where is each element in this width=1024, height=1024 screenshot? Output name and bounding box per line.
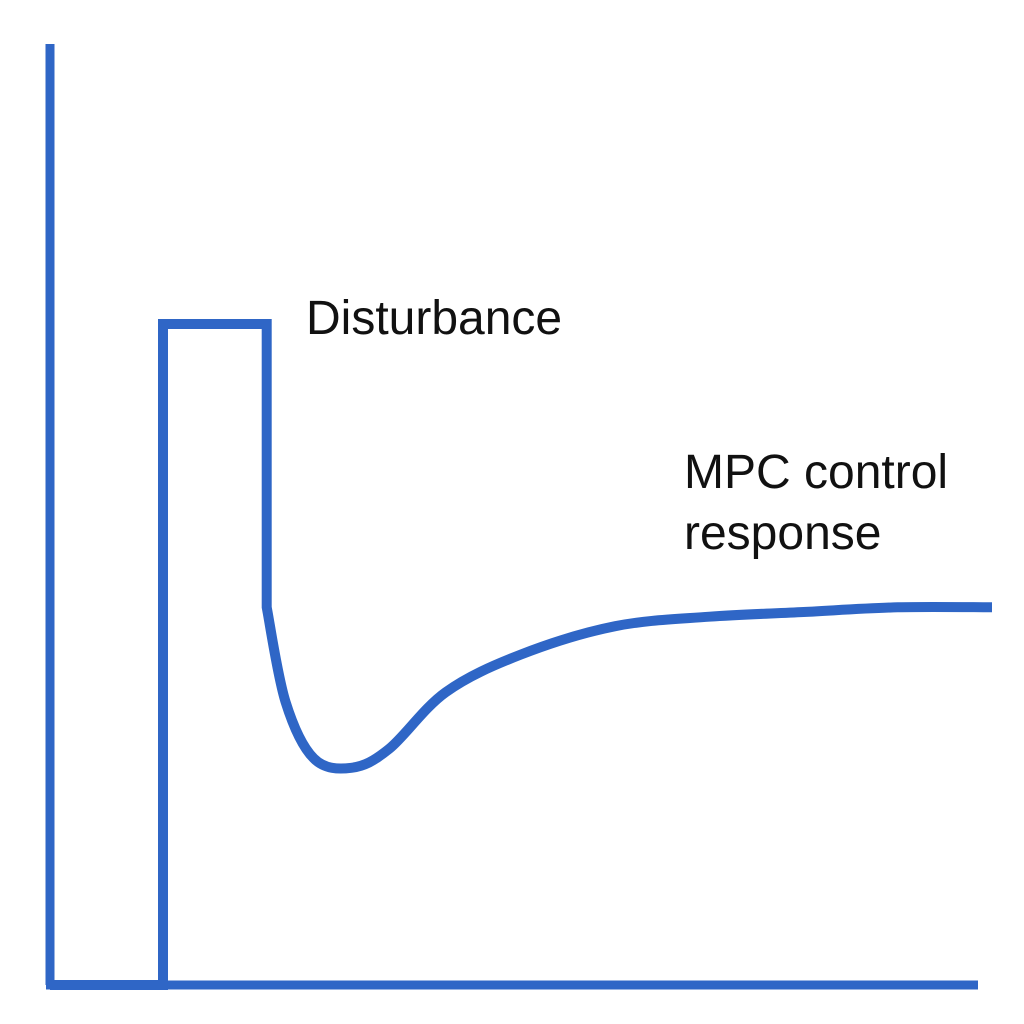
response-label-line1: MPC control <box>684 446 948 499</box>
response-label-line2: response <box>684 507 881 560</box>
series-line <box>50 319 993 990</box>
disturbance-label: Disturbance <box>306 292 562 345</box>
